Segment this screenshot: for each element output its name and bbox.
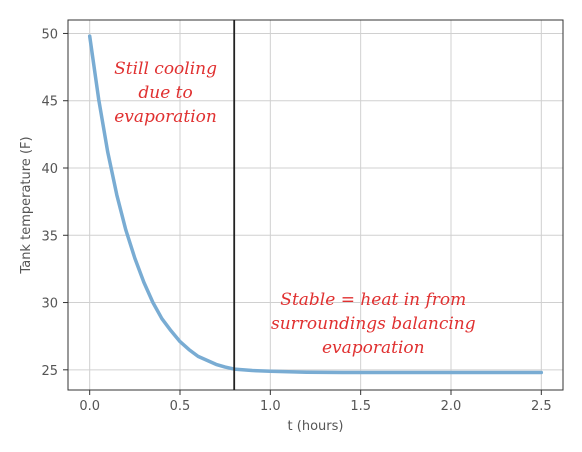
x-tick-label: 0.0 (79, 399, 100, 414)
annotation-line: evaporation (114, 107, 217, 127)
annotation-text: Stable = heat in from surroundings balanc… (271, 290, 476, 358)
y-tick-label: 45 (41, 95, 58, 110)
y-tick-label: 25 (41, 364, 58, 379)
y-tick-label: 30 (41, 297, 58, 312)
y-tick-label: 40 (41, 162, 58, 177)
x-tick-label: 1.0 (260, 399, 281, 414)
x-tick-label: 2.0 (441, 399, 462, 414)
annotation-text: Still cooling due to evaporation (114, 59, 217, 127)
annotation-line: evaporation (322, 338, 425, 358)
x-tick-label: 0.5 (170, 399, 191, 414)
series-group (87, 34, 544, 375)
annotation-line: surroundings balancing (271, 314, 476, 334)
annotation-line: due to (138, 83, 192, 103)
y-axis-label: Tank temperature (F) (19, 136, 34, 274)
series-line (87, 34, 544, 375)
x-tick-label: 2.5 (531, 399, 552, 414)
y-axis-ticks: 25 30 35 40 45 50 (41, 27, 68, 379)
x-tick-label: 1.5 (350, 399, 371, 414)
x-axis-label: t (hours) (288, 419, 344, 434)
y-tick-label: 50 (41, 27, 58, 42)
plot-area (67, 19, 564, 391)
grid-lines (68, 20, 563, 390)
annotation-line: Stable = heat in from (280, 290, 466, 310)
y-tick-label: 35 (41, 229, 58, 244)
x-axis-ticks: 0.0 0.5 1.0 1.5 2.0 2.5 (79, 390, 552, 414)
annotation-line: Still cooling (114, 59, 217, 79)
